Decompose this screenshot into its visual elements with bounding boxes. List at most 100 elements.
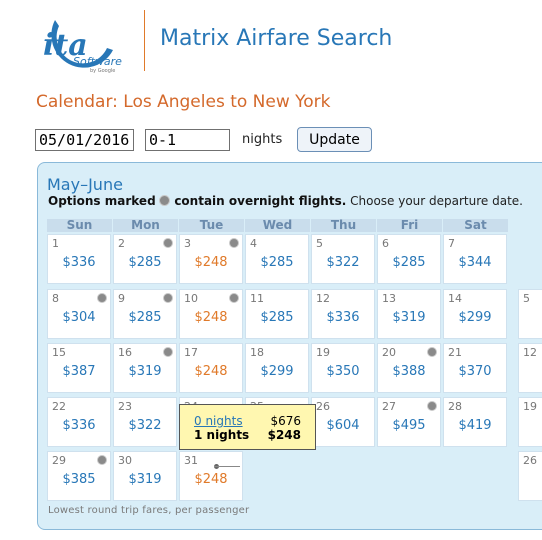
fare-link[interactable]: $495 [392, 418, 426, 433]
fare-link[interactable]: $336 [62, 418, 96, 433]
day-cell[interactable]: 7 $344 [443, 234, 507, 284]
day-cell[interactable]: 23 $322 [113, 397, 177, 447]
day-number: 23 [118, 400, 132, 413]
day-number: 17 [184, 346, 198, 359]
day-number: 13 [382, 292, 396, 305]
fare-link[interactable]: $248 [194, 472, 228, 487]
weekday-6: Sat [443, 219, 508, 232]
fare-link[interactable]: $419 [458, 418, 492, 433]
fare-link[interactable]: $299 [260, 364, 294, 379]
fare-link[interactable]: $285 [392, 255, 426, 270]
day-cell[interactable]: 28 $419 [443, 397, 507, 447]
day-cell[interactable]: 4 $285 [245, 234, 309, 284]
fare-link[interactable]: $322 [128, 418, 162, 433]
next-month-day-cell[interactable]: 12 [518, 343, 542, 393]
fare-link[interactable]: $387 [62, 364, 96, 379]
day-cell[interactable]: 27 $495 [377, 397, 441, 447]
tooltip-0-nights-price: $676 [270, 414, 301, 428]
overnight-moon-icon [97, 293, 107, 303]
weekday-0: Sun [47, 219, 112, 232]
day-cell[interactable]: 29 $385 [47, 451, 111, 501]
fare-link[interactable]: $319 [128, 364, 162, 379]
fare-link[interactable]: $388 [392, 364, 426, 379]
day-number: 5 [316, 237, 323, 250]
day-number: 10 [184, 292, 198, 305]
fare-link[interactable]: $344 [458, 255, 492, 270]
next-month-day-cell[interactable]: 19 [518, 397, 542, 447]
day-number: 21 [448, 346, 462, 359]
month-label: May–June [47, 175, 123, 194]
fare-link[interactable]: $604 [326, 418, 360, 433]
fare-link[interactable]: $319 [392, 310, 426, 325]
logo-subtitle: Software [73, 55, 122, 68]
day-cell[interactable]: 20 $388 [377, 343, 441, 393]
next-month-day-cell[interactable]: 5 [518, 289, 542, 339]
day-number: 30 [118, 454, 132, 467]
day-cell[interactable]: 31 $248 [179, 451, 243, 501]
nights-input[interactable] [145, 129, 230, 151]
overnight-moon-icon [427, 347, 437, 357]
fare-link[interactable]: $285 [128, 255, 162, 270]
fare-link[interactable]: $285 [260, 310, 294, 325]
fare-link[interactable]: $248 [194, 310, 228, 325]
fare-link[interactable]: $336 [326, 310, 360, 325]
fare-link[interactable]: $248 [194, 364, 228, 379]
departure-date-input[interactable] [35, 129, 134, 151]
fare-link[interactable]: $350 [326, 364, 360, 379]
weekday-1: Mon [113, 219, 178, 232]
fare-link[interactable]: $319 [128, 472, 162, 487]
fare-link[interactable]: $336 [62, 255, 96, 270]
day-cell[interactable]: 16 $319 [113, 343, 177, 393]
day-cell[interactable]: 22 $336 [47, 397, 111, 447]
day-cell[interactable]: 13 $319 [377, 289, 441, 339]
day-cell[interactable]: 5 $322 [311, 234, 375, 284]
fare-link[interactable]: $248 [194, 255, 228, 270]
day-cell[interactable]: 14 $299 [443, 289, 507, 339]
overnight-moon-icon [163, 238, 173, 248]
overnight-moon-icon [159, 195, 171, 206]
day-cell[interactable]: 9 $285 [113, 289, 177, 339]
weekday-4: Thu [311, 219, 376, 232]
day-cell[interactable]: 30 $319 [113, 451, 177, 501]
fare-link[interactable]: $285 [128, 310, 162, 325]
day-cell[interactable]: 8 $304 [47, 289, 111, 339]
day-cell[interactable]: 3 $248 [179, 234, 243, 284]
day-cell[interactable]: 12 $336 [311, 289, 375, 339]
day-cell[interactable]: 26 $604 [311, 397, 375, 447]
fare-link[interactable]: $370 [458, 364, 492, 379]
overnight-moon-icon [229, 238, 239, 248]
day-cell[interactable]: 18 $299 [245, 343, 309, 393]
day-cell[interactable]: 15 $387 [47, 343, 111, 393]
day-cell[interactable]: 19 $350 [311, 343, 375, 393]
fare-link[interactable]: $322 [326, 255, 360, 270]
tooltip-1-nights-label: 1 nights [194, 428, 250, 442]
tooltip-0-nights-link[interactable]: 0 nights [194, 414, 243, 428]
fare-link[interactable]: $304 [62, 310, 96, 325]
day-cell[interactable]: 6 $285 [377, 234, 441, 284]
day-cell[interactable]: 17 $248 [179, 343, 243, 393]
day-number: 12 [523, 346, 537, 359]
day-cell[interactable]: 10 $248 [179, 289, 243, 339]
update-button[interactable]: Update [297, 127, 372, 152]
day-number: 15 [52, 346, 66, 359]
day-number: 2 [118, 237, 125, 250]
day-number: 3 [184, 237, 191, 250]
calendar-instructions: Options marked contain overnight flights… [48, 194, 523, 208]
day-number: 26 [523, 454, 537, 467]
day-cell[interactable]: 1 $336 [47, 234, 111, 284]
footnote: Lowest round trip fares, per passenger [48, 505, 250, 516]
fare-link[interactable]: $385 [62, 472, 96, 487]
day-number: 18 [250, 346, 264, 359]
next-month-day-cell[interactable]: 26 [518, 451, 542, 501]
weekday-3: Wed [245, 219, 310, 232]
fare-link[interactable]: $285 [260, 255, 294, 270]
logo-byline: by Google [90, 68, 115, 74]
overnight-moon-icon [163, 347, 173, 357]
day-cell[interactable]: 11 $285 [245, 289, 309, 339]
day-number: 29 [52, 454, 66, 467]
day-cell[interactable]: 21 $370 [443, 343, 507, 393]
day-number: 4 [250, 237, 257, 250]
day-number: 20 [382, 346, 396, 359]
fare-link[interactable]: $299 [458, 310, 492, 325]
day-cell[interactable]: 2 $285 [113, 234, 177, 284]
